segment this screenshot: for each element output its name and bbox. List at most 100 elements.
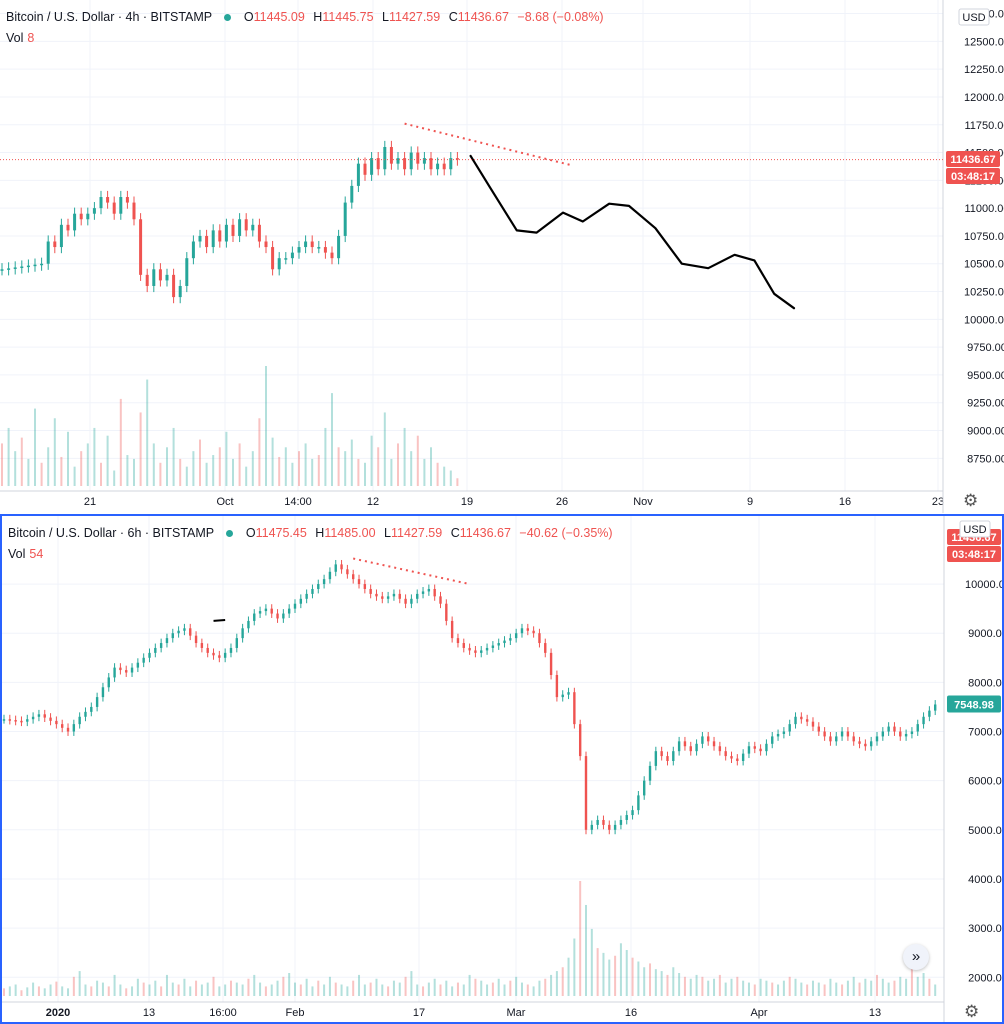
- volume-bar: [139, 412, 142, 486]
- price-tick-label: 9750.00: [967, 342, 1004, 354]
- candle-body: [689, 746, 692, 752]
- candle-body: [567, 692, 570, 695]
- volume-bar: [179, 458, 182, 486]
- currency-label: USD: [962, 12, 985, 24]
- candle-body: [14, 720, 17, 722]
- volume-bar: [119, 398, 122, 486]
- chart-canvas-bottom[interactable]: 10000.00 9000.00 8000.00 7000.00 6000.00 5000…: [2, 516, 1002, 1022]
- volume-bar: [678, 973, 681, 996]
- ohlc-open: 11475.45: [255, 526, 307, 540]
- candle-body: [310, 241, 314, 248]
- candle-body: [934, 704, 937, 711]
- volume-bar: [462, 984, 465, 996]
- drawing-mark: [213, 618, 226, 622]
- volume-bar: [899, 976, 902, 996]
- candle-body: [409, 152, 413, 170]
- volume-bar: [410, 971, 413, 996]
- gear-icon[interactable]: ⚙: [963, 491, 979, 510]
- candle-body: [864, 743, 867, 747]
- candle-body: [119, 197, 123, 214]
- volume-bar: [864, 978, 867, 996]
- volume-bar: [800, 982, 803, 996]
- last-price-label: 11436.67: [950, 154, 995, 166]
- candle-body: [145, 274, 149, 286]
- candle-body: [194, 635, 198, 644]
- candle-body: [532, 630, 535, 634]
- candle-body: [817, 726, 820, 732]
- volume-bar: [596, 948, 599, 996]
- volume-bar: [350, 439, 353, 486]
- candle-body: [148, 652, 151, 658]
- volume-bar: [608, 959, 611, 996]
- candle-body: [455, 158, 459, 160]
- candle-body: [631, 810, 634, 816]
- candle-body: [323, 247, 327, 253]
- market-status-dot: [224, 13, 232, 21]
- volume-bar: [422, 986, 425, 996]
- volume-bar: [133, 458, 135, 486]
- price-tick-label: 12500.00: [964, 36, 1004, 48]
- candle-body: [800, 716, 803, 720]
- candle-body: [0, 269, 4, 271]
- volume-bar: [397, 443, 399, 486]
- candle-body: [322, 579, 326, 585]
- candle-body: [561, 694, 564, 698]
- price-tick-label: 9250.00: [967, 398, 1004, 410]
- candle-body: [468, 647, 471, 651]
- volume-bar: [392, 980, 395, 996]
- candle-body: [95, 697, 99, 707]
- gear-icon[interactable]: ⚙: [964, 1002, 980, 1021]
- candle-body: [852, 736, 855, 742]
- chart-panel-bottom[interactable]: Bitcoin / U.S. Dollar · 6h · BITSTAMP O1…: [0, 514, 1004, 1024]
- price-tick-label: 10000.00: [965, 579, 1002, 591]
- volume-bar: [294, 982, 296, 996]
- candle-body: [445, 603, 448, 621]
- volume-bar: [550, 974, 553, 996]
- interval[interactable]: 6h: [127, 526, 142, 540]
- chart-panel-top[interactable]: Bitcoin / U.S. Dollar · 4h · BITSTAMP O1…: [0, 0, 1004, 513]
- candle-body: [299, 598, 303, 604]
- candle-body: [396, 158, 400, 164]
- volume-bar: [567, 957, 570, 996]
- legend-top: Bitcoin / U.S. Dollar · 4h · BITSTAMP O1…: [6, 10, 604, 24]
- candle-body: [590, 824, 594, 830]
- double-chevron-right-icon[interactable]: »: [903, 944, 929, 970]
- interval[interactable]: 4h: [125, 10, 140, 24]
- candle-body: [429, 158, 433, 170]
- volume-bar: [288, 973, 291, 996]
- chart-canvas-top[interactable]: 12750.0012500.0012250.0012000.0011750.00…: [0, 0, 1004, 513]
- volume-bar: [148, 984, 151, 996]
- volume-bar: [718, 974, 721, 996]
- candle-body: [317, 247, 321, 249]
- volume-bar: [817, 982, 820, 996]
- volume-bar: [26, 987, 29, 996]
- volume-bar: [344, 451, 347, 486]
- volume-bar: [324, 427, 327, 486]
- volume-bar: [916, 976, 919, 996]
- candle-body: [158, 269, 162, 281]
- volume-label: Vol: [8, 547, 26, 561]
- volume-bar: [126, 455, 129, 486]
- time-tick-label: 17: [413, 1007, 425, 1019]
- price-tick-label: 2000.00: [968, 972, 1002, 984]
- candle-body: [771, 736, 774, 744]
- candle-body: [753, 746, 756, 749]
- candle-body: [282, 613, 285, 619]
- volume-bar: [49, 984, 52, 996]
- exchange: BITSTAMP: [152, 526, 214, 540]
- volume-bar: [1, 443, 3, 486]
- volume-bar: [515, 976, 518, 996]
- volume-bar: [119, 984, 122, 996]
- candle-body: [206, 647, 209, 653]
- candle-body: [666, 756, 669, 761]
- time-tick-label: 13: [143, 1007, 155, 1019]
- forecast-drawing: [469, 154, 796, 310]
- volume-bar: [232, 458, 234, 486]
- volume-bar: [724, 982, 727, 996]
- volume-bar: [264, 986, 267, 996]
- candle-body: [20, 720, 23, 723]
- volume-bar: [829, 978, 832, 996]
- candle-body: [573, 692, 576, 725]
- volume-bar: [742, 980, 745, 996]
- candle-body: [491, 645, 495, 648]
